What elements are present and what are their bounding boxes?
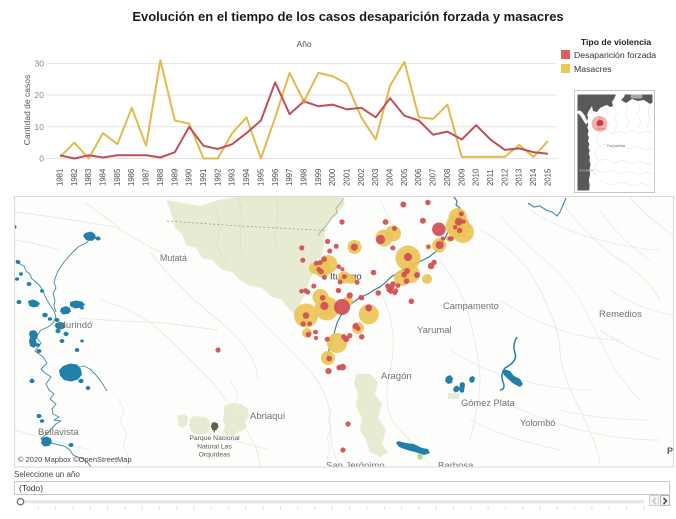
svg-text:1990: 1990 xyxy=(185,168,194,186)
svg-text:2013: 2013 xyxy=(515,169,524,186)
svg-text:1991: 1991 xyxy=(199,169,208,186)
svg-text:1993: 1993 xyxy=(228,169,237,186)
svg-text:2000: 2000 xyxy=(328,168,337,186)
svg-text:2009: 2009 xyxy=(457,169,466,186)
svg-text:1985: 1985 xyxy=(113,168,122,186)
svg-text:Desaparición forzada: Desaparición forzada xyxy=(574,50,656,60)
svg-text:Parque Nacional: Parque Nacional xyxy=(189,435,240,442)
svg-text:1981: 1981 xyxy=(56,169,65,186)
svg-text:Masacres: Masacres xyxy=(574,64,612,74)
svg-text:2006: 2006 xyxy=(414,169,423,186)
svg-text:(Todo): (Todo) xyxy=(19,483,43,493)
svg-text:1995: 1995 xyxy=(256,168,265,186)
svg-text:1983: 1983 xyxy=(84,169,93,186)
svg-text:Año: Año xyxy=(296,39,311,49)
svg-text:Abriaquí: Abriaquí xyxy=(250,411,286,422)
svg-text:2003: 2003 xyxy=(371,169,380,186)
svg-text:Yarumal: Yarumal xyxy=(417,325,452,336)
svg-text:2011: 2011 xyxy=(486,169,495,186)
svg-text:1987: 1987 xyxy=(142,169,151,186)
svg-text:Barbosa: Barbosa xyxy=(438,461,474,472)
svg-text:Seleccione un año: Seleccione un año xyxy=(14,470,80,479)
svg-text:Bellavista: Bellavista xyxy=(38,427,79,438)
svg-text:Antioquia: Antioquia xyxy=(597,128,608,131)
svg-text:Yolombó: Yolombó xyxy=(520,418,555,428)
svg-text:1982: 1982 xyxy=(70,169,79,186)
svg-text:1999: 1999 xyxy=(314,169,323,186)
svg-text:P: P xyxy=(667,446,673,456)
svg-text:Campamento: Campamento xyxy=(443,301,499,311)
svg-text:1988: 1988 xyxy=(156,169,165,186)
svg-text:Mutatá: Mutatá xyxy=(160,253,187,263)
svg-text:Gómez Plata: Gómez Plata xyxy=(461,398,516,408)
svg-text:1994: 1994 xyxy=(242,168,251,186)
svg-text:20: 20 xyxy=(35,90,45,100)
svg-text:1984: 1984 xyxy=(99,168,108,186)
svg-text:10: 10 xyxy=(35,122,45,132)
svg-text:Aragón: Aragón xyxy=(381,371,412,382)
svg-text:Orquídeas: Orquídeas xyxy=(199,452,231,459)
svg-text:2008: 2008 xyxy=(443,169,452,186)
svg-text:30: 30 xyxy=(35,58,45,68)
svg-text:Evolución en el tiempo de los: Evolución en el tiempo de los casos desa… xyxy=(132,9,563,24)
svg-text:2012: 2012 xyxy=(500,169,509,186)
svg-text:2001: 2001 xyxy=(343,169,352,186)
svg-text:Tipo de violencia: Tipo de violencia xyxy=(581,37,651,47)
svg-text:Remedios: Remedios xyxy=(599,309,642,320)
svg-text:1986: 1986 xyxy=(127,169,136,186)
svg-text:2015: 2015 xyxy=(543,168,552,186)
svg-text:Natural Las: Natural Las xyxy=(197,444,232,451)
svg-text:1989: 1989 xyxy=(170,169,179,186)
svg-text:1996: 1996 xyxy=(271,169,280,186)
svg-text:2004: 2004 xyxy=(386,168,395,186)
svg-text:San Jerónimo: San Jerónimo xyxy=(326,461,385,472)
svg-text:Cantidad de casos: Cantidad de casos xyxy=(22,75,32,145)
svg-text:2010: 2010 xyxy=(472,168,481,186)
svg-text:© 2020 Mapbox ©OpenStreetMap: © 2020 Mapbox ©OpenStreetMap xyxy=(18,455,132,464)
svg-text:1998: 1998 xyxy=(299,169,308,186)
svg-text:1997: 1997 xyxy=(285,169,294,186)
svg-text:2005: 2005 xyxy=(400,168,409,186)
svg-text:Ecuador: Ecuador xyxy=(580,169,594,173)
svg-text:Murindó: Murindó xyxy=(58,320,92,331)
svg-text:2014: 2014 xyxy=(529,168,538,186)
svg-text:2002: 2002 xyxy=(357,169,366,186)
svg-text:1992: 1992 xyxy=(213,169,222,186)
svg-text:0: 0 xyxy=(39,154,44,164)
svg-text:Colombia: Colombia xyxy=(607,143,626,148)
svg-text:2007: 2007 xyxy=(429,169,438,186)
